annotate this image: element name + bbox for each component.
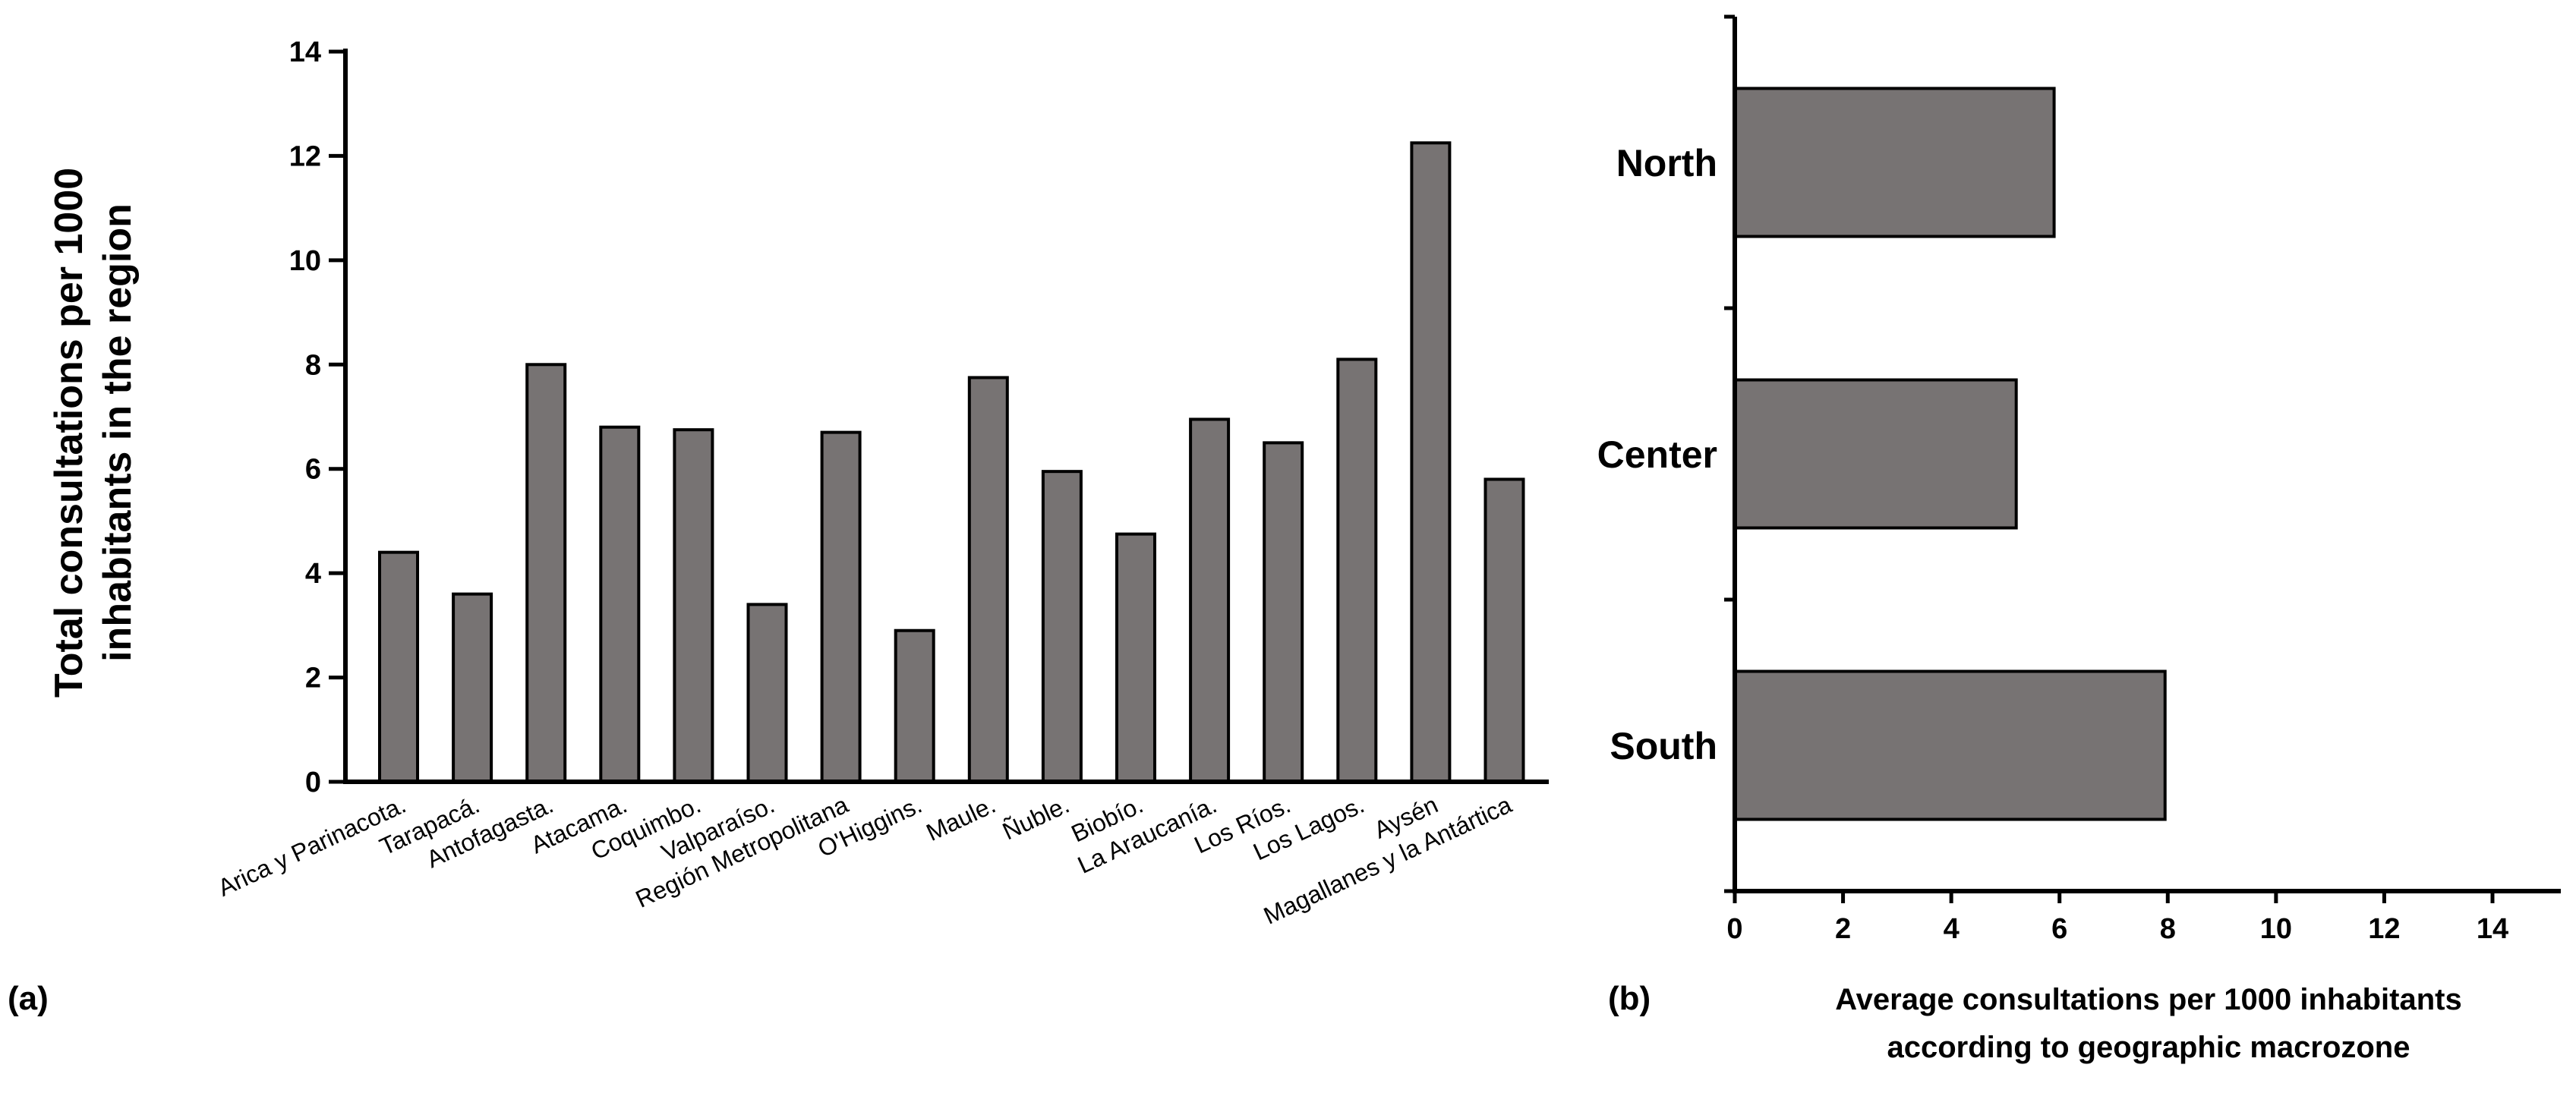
chart-a-ylabel-line-2: inhabitants in the region <box>96 203 140 662</box>
chart-b-x-tick-label: 14 <box>2477 913 2508 945</box>
chart-b-x-tick-label: 0 <box>1726 913 1742 945</box>
chart-a-category-label: Ñuble. <box>998 791 1074 846</box>
chart-b-category-labels: North Center South <box>1597 142 1717 767</box>
chart-b-x-tick-label: 12 <box>2368 913 2400 945</box>
chart-b-bars <box>1733 87 2167 821</box>
chart-a-bar <box>1189 417 1231 784</box>
chart-a-category-label: Maule. <box>922 791 999 846</box>
chart-a-bar <box>378 550 419 784</box>
chart-b-macrozone-consultations: North Center South 0 2 4 6 8 10 12 14 Average con… <box>1597 14 2561 1064</box>
chart-a-bars <box>378 141 1525 784</box>
chart-b-x-ticks: 0 2 4 6 8 10 12 14 <box>1726 891 2508 945</box>
chart-a-bar <box>1483 477 1525 783</box>
chart-b-panel-label: (b) <box>1608 980 1651 1017</box>
chart-a-bar <box>1263 441 1304 783</box>
chart-b-x-tick-label: 6 <box>2051 913 2067 945</box>
chart-a-bar <box>1410 141 1452 783</box>
chart-b-bar <box>1733 669 2167 821</box>
chart-b-category-label: South <box>1610 725 1717 767</box>
chart-a-bar <box>525 363 567 783</box>
chart-a-y-tick-label: 12 <box>289 140 321 172</box>
chart-a-y-ticks: 0 2 4 6 8 10 12 14 <box>289 36 345 798</box>
chart-a-y-tick-label: 8 <box>305 349 321 381</box>
chart-b-x-tick-label: 2 <box>1835 913 1851 945</box>
chart-a-bar <box>1115 532 1156 783</box>
chart-b-bar <box>1733 87 2056 238</box>
chart-a-y-tick-label: 14 <box>289 36 321 68</box>
chart-a-bar <box>452 592 493 784</box>
chart-a-y-tick-label: 6 <box>305 454 321 486</box>
chart-a-bar <box>967 376 1009 783</box>
chart-a-y-tick-label: 10 <box>289 245 321 277</box>
chart-a-category-labels: Arica y Parinacota.Tarapacá.Antofagasta.… <box>213 791 1515 930</box>
chart-a-bar <box>746 603 788 783</box>
chart-b-bar <box>1733 378 2018 530</box>
chart-b-x-tick-label: 4 <box>1944 913 1960 945</box>
chart-b-x-tick-label: 10 <box>2260 913 2292 945</box>
chart-a-bar <box>673 428 714 784</box>
chart-a-regional-consultations: Total consultations per 1000 inhabitants… <box>8 36 1549 1017</box>
chart-a-bar <box>1336 358 1378 783</box>
chart-a-ylabel-line-1: Total consultations per 1000 <box>47 168 91 698</box>
chart-a-y-tick-label: 4 <box>305 558 321 590</box>
chart-b-xlabel-line-2: according to geographic macrozone <box>1887 1031 2410 1064</box>
chart-a-bar <box>1041 470 1083 784</box>
chart-a-bar <box>599 425 641 783</box>
chart-a-panel-label: (a) <box>8 980 49 1017</box>
chart-b-xlabel-line-1: Average consultations per 1000 inhabitan… <box>1835 983 2461 1016</box>
chart-b-category-label: Center <box>1597 433 1717 476</box>
chart-b-category-label: North <box>1616 142 1717 184</box>
chart-a-y-tick-label: 0 <box>305 767 321 798</box>
chart-a-y-tick-label: 2 <box>305 663 321 695</box>
chart-a-bar <box>820 430 862 783</box>
chart-a-bar <box>894 628 935 783</box>
chart-b-x-tick-label: 8 <box>2160 913 2176 945</box>
